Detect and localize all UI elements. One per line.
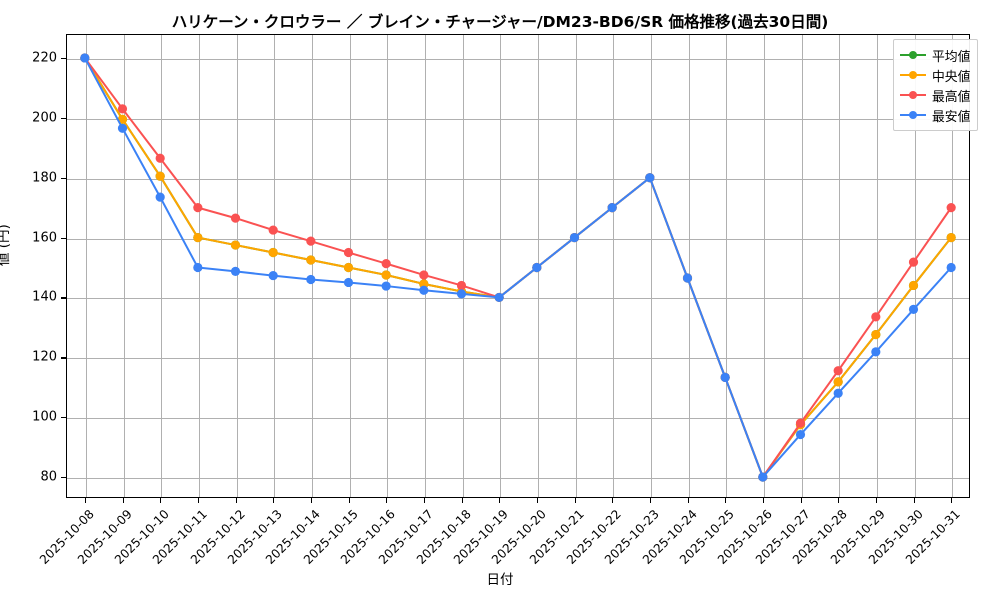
gridline-vertical <box>763 35 765 497</box>
gridline-vertical <box>123 35 125 497</box>
y-tick-label: 80 <box>40 469 57 485</box>
x-tick-mark <box>875 498 878 503</box>
gridline-vertical <box>462 35 464 497</box>
y-tick-mark <box>61 297 66 299</box>
gridline-horizontal <box>67 178 969 180</box>
legend-swatch-icon <box>900 69 926 81</box>
x-tick-mark <box>725 498 727 503</box>
y-tick-label: 100 <box>32 409 57 425</box>
gridline-horizontal <box>67 358 969 360</box>
legend-dot <box>909 51 917 59</box>
legend-label: 中央値 <box>932 69 971 85</box>
x-tick-mark <box>612 498 614 503</box>
y-tick-mark <box>61 57 66 60</box>
gridline-vertical <box>839 35 841 497</box>
x-tick-mark <box>762 498 765 503</box>
x-tick-mark <box>461 498 463 503</box>
y-tick-mark <box>61 357 66 359</box>
gridline-horizontal <box>67 418 969 420</box>
x-tick-mark <box>310 498 313 503</box>
y-tick-label: 200 <box>32 110 57 126</box>
y-tick-label: 140 <box>32 289 57 305</box>
legend-dot <box>909 91 917 99</box>
x-tick-mark <box>84 498 87 503</box>
gridline-horizontal <box>67 298 969 300</box>
legend-item[interactable]: 最安値 <box>900 105 970 125</box>
y-tick-mark <box>61 417 66 419</box>
plot-area <box>66 34 970 498</box>
y-tick-mark <box>61 117 66 120</box>
x-tick-mark <box>838 498 840 503</box>
gridline-vertical <box>726 35 728 497</box>
gridline-vertical <box>387 35 389 497</box>
y-tick-label: 160 <box>32 230 57 246</box>
x-axis-label: 日付 <box>486 572 514 588</box>
gridline-vertical <box>500 35 502 497</box>
gridline-vertical <box>613 35 615 497</box>
x-tick-mark <box>687 498 689 503</box>
y-tick-label: 120 <box>32 349 57 365</box>
legend-swatch-icon <box>900 89 926 101</box>
x-tick-mark <box>348 498 350 503</box>
y-tick-mark <box>61 237 66 239</box>
gridline-vertical <box>424 35 426 497</box>
y-tick-label: 220 <box>32 50 57 66</box>
x-tick-mark <box>800 498 802 503</box>
gridline-horizontal <box>67 58 969 60</box>
legend-label: 平均値 <box>932 49 971 65</box>
x-tick-mark <box>574 498 576 503</box>
gridline-horizontal <box>67 118 969 120</box>
y-tick-mark <box>61 477 66 479</box>
gridline-vertical <box>236 35 238 497</box>
y-tick-mark <box>61 177 66 179</box>
gridline-vertical <box>575 35 577 497</box>
chart-title: ハリケーン・クロウラー ／ ブレイン・チャージャー/DM23-BD6/SR 価格… <box>171 13 829 31</box>
legend-dot <box>909 111 917 119</box>
x-tick-mark <box>386 498 388 503</box>
y-tick-label: 180 <box>32 170 57 186</box>
gridline-vertical <box>198 35 200 497</box>
x-tick-mark <box>235 498 237 503</box>
gridline-vertical <box>537 35 539 497</box>
y-axis-label: 値 (円) <box>0 224 12 266</box>
x-tick-mark <box>649 498 652 503</box>
legend-label: 最高値 <box>932 89 971 105</box>
gridline-vertical <box>274 35 276 497</box>
x-tick-mark <box>499 498 501 503</box>
gridline-horizontal <box>67 238 969 240</box>
gridline-vertical <box>876 35 878 497</box>
x-tick-mark <box>273 498 275 503</box>
x-tick-mark <box>160 498 162 503</box>
gridline-horizontal <box>67 478 969 480</box>
gridline-vertical <box>85 35 87 497</box>
gridline-vertical <box>161 35 163 497</box>
x-tick-mark <box>197 498 200 503</box>
legend-swatch-icon <box>900 109 926 121</box>
gridline-vertical <box>650 35 652 497</box>
x-tick-mark <box>122 498 124 503</box>
gridline-vertical <box>349 35 351 497</box>
legend-item[interactable]: 最高値 <box>900 85 970 105</box>
legend-item[interactable]: 中央値 <box>900 65 970 85</box>
gridline-vertical <box>311 35 313 497</box>
gridline-vertical <box>688 35 690 497</box>
x-tick-mark <box>913 498 915 503</box>
legend-label: 最安値 <box>932 109 971 125</box>
legend-swatch-icon <box>900 49 926 61</box>
legend-item[interactable]: 平均値 <box>900 45 970 65</box>
legend: 平均値中央値最高値最安値 <box>893 39 979 131</box>
gridline-vertical <box>801 35 803 497</box>
x-tick-mark <box>951 498 953 503</box>
x-tick-mark <box>423 498 426 503</box>
legend-dot <box>909 71 917 79</box>
x-tick-mark <box>536 498 539 503</box>
